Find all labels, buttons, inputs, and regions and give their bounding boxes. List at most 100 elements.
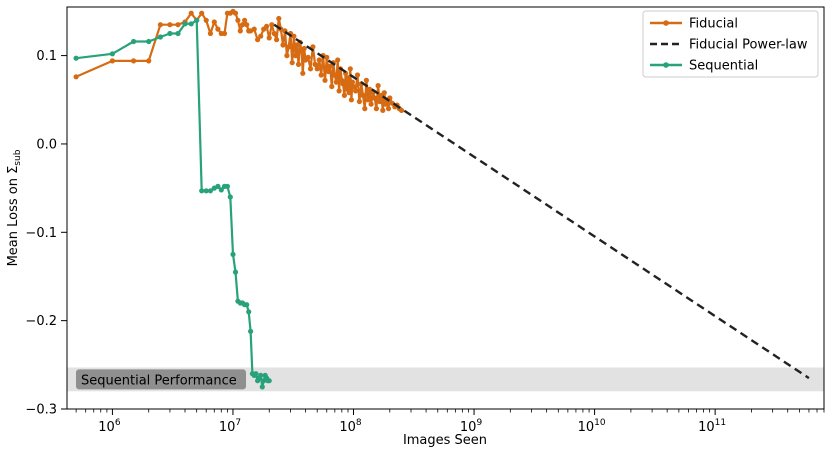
y-tick-label: −0.1 [25,226,57,241]
sequential-point [188,21,194,27]
sequential-point [146,38,152,45]
sequential-point [167,30,173,37]
fiducial-point [367,86,373,92]
fiducial-point [175,22,181,28]
fiducial-point [131,58,137,64]
sequential-point [199,188,205,194]
x-axis: 106 107 108 109 1010 1011 [75,409,825,435]
fiducial-point [157,22,163,28]
fiducial-point [354,72,361,78]
y-axis-label-subscript: sub [13,149,23,165]
legend-marker [663,20,669,26]
fiducial-point [286,44,292,50]
fiducial-point [271,30,277,37]
fiducial-point [146,58,152,64]
fiducial-point [307,66,314,72]
sequential-point [218,187,224,193]
sequential-point [157,34,163,40]
legend: Fiducial Fiducial Power-law Sequential [642,10,819,78]
fiducial-point [329,83,335,90]
legend-marker [663,62,669,68]
sequential-point [230,251,236,257]
sequential-performance-text: Sequential Performance [81,373,237,388]
fiducial-point [356,98,362,105]
fiducial-point [258,33,264,39]
fiducial-point [292,53,299,59]
fiducial-point [380,107,386,113]
y-tick-label: 0.1 [36,49,57,64]
fiducial-point [109,58,115,64]
legend-label: Sequential [689,59,758,74]
fiducial-point [318,72,324,78]
fiducial-point [341,92,347,98]
fiducial-point [312,61,318,67]
legend-label: Fiducial [689,17,738,32]
fiducial-point [348,97,354,103]
fiducial-point [375,83,381,89]
fiducial-point [239,22,246,28]
fiducial-point [221,30,228,37]
fiducial-point [300,70,306,76]
sequential-point [266,378,272,384]
sequential-performance-label: Sequential Performance [76,369,246,390]
fiducial-point [347,66,353,72]
x-tick-label: 1010 [578,418,606,435]
sequential-point [253,371,259,377]
fiducial-point [336,88,342,94]
fiducial-point [295,61,302,67]
fiducial-point [349,79,355,85]
x-tick-label: 1011 [698,418,726,435]
fiducial-point [264,23,270,29]
plot-frame [66,6,825,410]
sequential-point [244,302,250,308]
sequential-point [73,55,79,61]
fiducial-point [167,22,173,28]
sequential-point [194,17,200,23]
fiducial-point [340,81,346,87]
fiducial-point [266,35,272,41]
fiducial-point [244,22,250,28]
x-tick-label: 107 [219,418,241,435]
fiducial-point [199,10,205,16]
fiducial-point [73,74,79,80]
sequential-point [203,188,209,194]
fiducial-point [305,54,311,61]
sequential-point [131,38,137,45]
legend-box [642,10,819,78]
sequential-point [182,21,188,27]
fiducial-point [232,10,239,16]
fiducial-point [284,53,290,59]
x-axis-label: Images Seen [403,433,487,448]
sequential-point [109,51,115,57]
fiducial-point [373,106,379,112]
fiducial-point [325,68,332,75]
fiducial-point [289,60,295,66]
fiducial-point [368,101,374,107]
y-axis-label: Mean Loss on Σsub [6,149,23,266]
fiducial-point [322,77,328,83]
fiducial-point [383,101,389,107]
y-axis: 0.1 0.0 −0.1 −0.2 −0.3 [25,49,67,418]
sequential-point [259,384,265,390]
fiducial-point [301,45,307,52]
sequential-point [175,30,181,37]
fiducial-point [314,66,320,72]
fiducial-point [211,19,217,25]
fiducial-point [335,57,341,63]
fiducial-point [365,97,371,103]
sequential-point [224,183,230,189]
x-tick-label: 108 [339,418,362,435]
fiducial-point [350,83,357,90]
fiducial-point [372,95,378,101]
y-axis-label-main: Mean Loss on Σ [6,166,21,267]
fiducial-point [345,75,351,81]
fiducial-point [207,30,213,37]
fiducial-point [324,54,330,61]
fiducial-point [203,17,209,23]
sequential-point [258,372,264,378]
sequential-series-line [75,19,270,388]
y-tick-label: −0.2 [25,314,57,329]
y-tick-label: 0.0 [36,137,57,152]
fiducial-series-line [75,10,403,112]
